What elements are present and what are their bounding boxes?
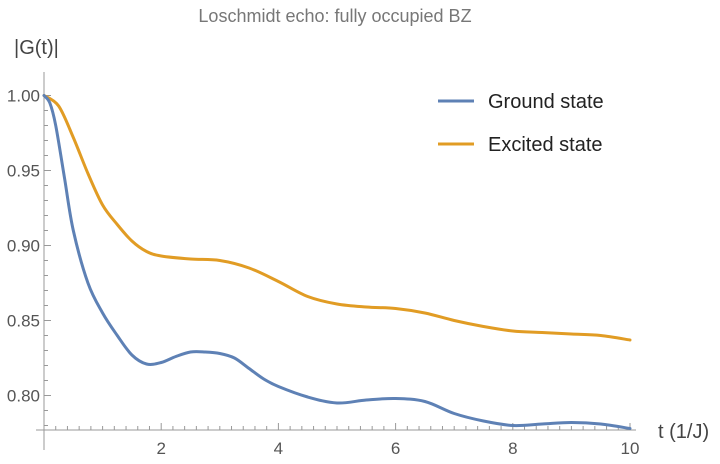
legend: Ground state Excited state — [438, 91, 604, 156]
x-tick-label: 4 — [274, 439, 283, 458]
y-tick-label: 0.80 — [7, 387, 40, 406]
x-tick-label: 6 — [391, 439, 400, 458]
x-tick-label: 2 — [156, 439, 165, 458]
y-tick-label: 0.90 — [7, 237, 40, 256]
chart-title: Loschmidt echo: fully occupied BZ — [198, 6, 471, 26]
y-tick-label: 0.95 — [7, 162, 40, 181]
x-tick-label: 8 — [508, 439, 517, 458]
x-tick-label: 10 — [621, 439, 640, 458]
legend-label: Ground state — [488, 91, 604, 113]
x-axis-label: t (1/J) — [658, 421, 709, 443]
series-line-excited-state — [42, 94, 632, 342]
series-line-ground-state — [42, 94, 632, 430]
y-tick-label: 1.00 — [7, 87, 40, 106]
y-tick-label: 0.85 — [7, 312, 40, 331]
legend-label: Excited state — [488, 134, 603, 156]
y-axis-label: |G(t)| — [14, 37, 59, 59]
series-layer — [42, 94, 632, 430]
axes: 2 4 6 8 10 0.80 0.85 0.90 0.95 1.00 — [7, 72, 640, 458]
